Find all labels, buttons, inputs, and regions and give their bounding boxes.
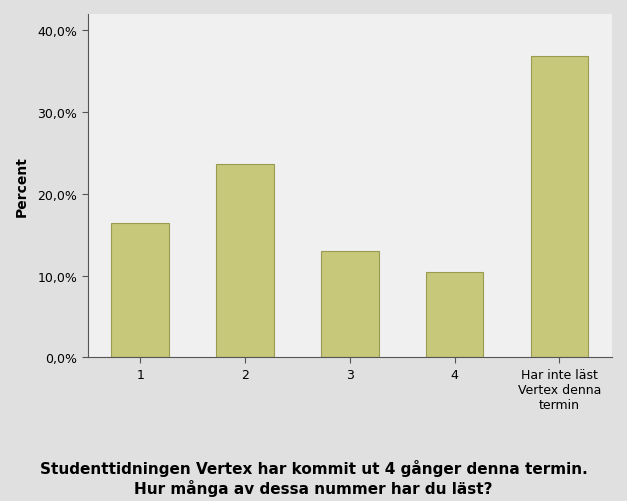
Bar: [426, 273, 483, 358]
Bar: [216, 165, 274, 358]
Bar: [530, 57, 588, 358]
Bar: [112, 224, 169, 358]
Text: Studenttidningen Vertex har kommit ut 4 gånger denna termin.
Hur många av dessa : Studenttidningen Vertex har kommit ut 4 …: [40, 459, 587, 496]
Y-axis label: Percent: Percent: [15, 156, 29, 216]
Bar: [321, 252, 379, 358]
